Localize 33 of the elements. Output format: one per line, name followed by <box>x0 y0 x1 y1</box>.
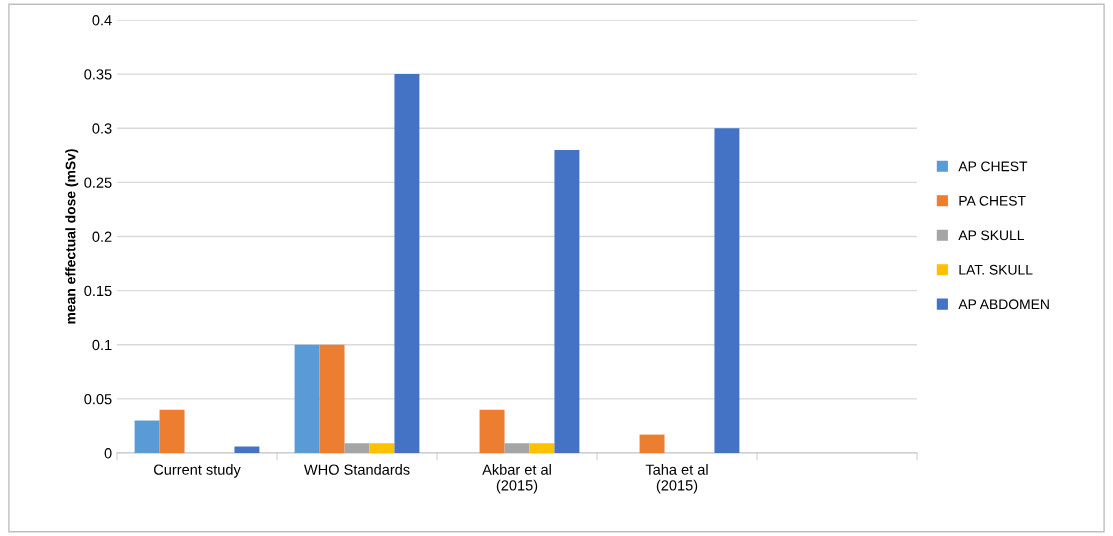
bar <box>554 149 580 453</box>
bar <box>294 344 320 453</box>
x-tick-label: Taha et al (2015) <box>645 464 708 494</box>
x-tick-label: WHO Standards <box>303 464 410 475</box>
y-tick-label: 0.1 <box>92 339 112 351</box>
bar <box>134 420 160 453</box>
y-tick-label: 0.15 <box>84 285 112 297</box>
legend-label: AP CHEST <box>958 161 1028 172</box>
bar <box>319 344 345 453</box>
bar <box>714 128 740 453</box>
bar <box>394 74 420 453</box>
y-tick-label: 0.4 <box>92 15 112 26</box>
legend-label: PA CHEST <box>959 195 1026 206</box>
x-tick-label: Akbar et al (2015) <box>482 464 551 494</box>
y-tick-label: 0.2 <box>92 231 112 242</box>
legend-label: AP ABDOMEN <box>958 299 1049 310</box>
bar <box>159 409 185 453</box>
bar <box>234 446 260 453</box>
y-tick-label: 0.3 <box>92 123 112 134</box>
y-axis-title: mean effectual dose (mSv) <box>65 149 79 324</box>
bar <box>529 443 555 453</box>
legend-label: LAT. SKULL <box>959 264 1033 275</box>
y-tick-label: 0.25 <box>84 177 112 188</box>
legend-label: AP SKULL <box>958 230 1025 241</box>
y-tick-label: 0.35 <box>84 69 112 80</box>
x-tick-label: Current study <box>153 464 241 478</box>
bar <box>504 443 530 453</box>
y-tick-label: 0 <box>104 448 112 459</box>
bar <box>479 409 505 453</box>
y-tick-label: 0.05 <box>84 393 112 405</box>
bar <box>639 434 665 453</box>
bar <box>369 443 395 453</box>
bar <box>344 443 370 453</box>
